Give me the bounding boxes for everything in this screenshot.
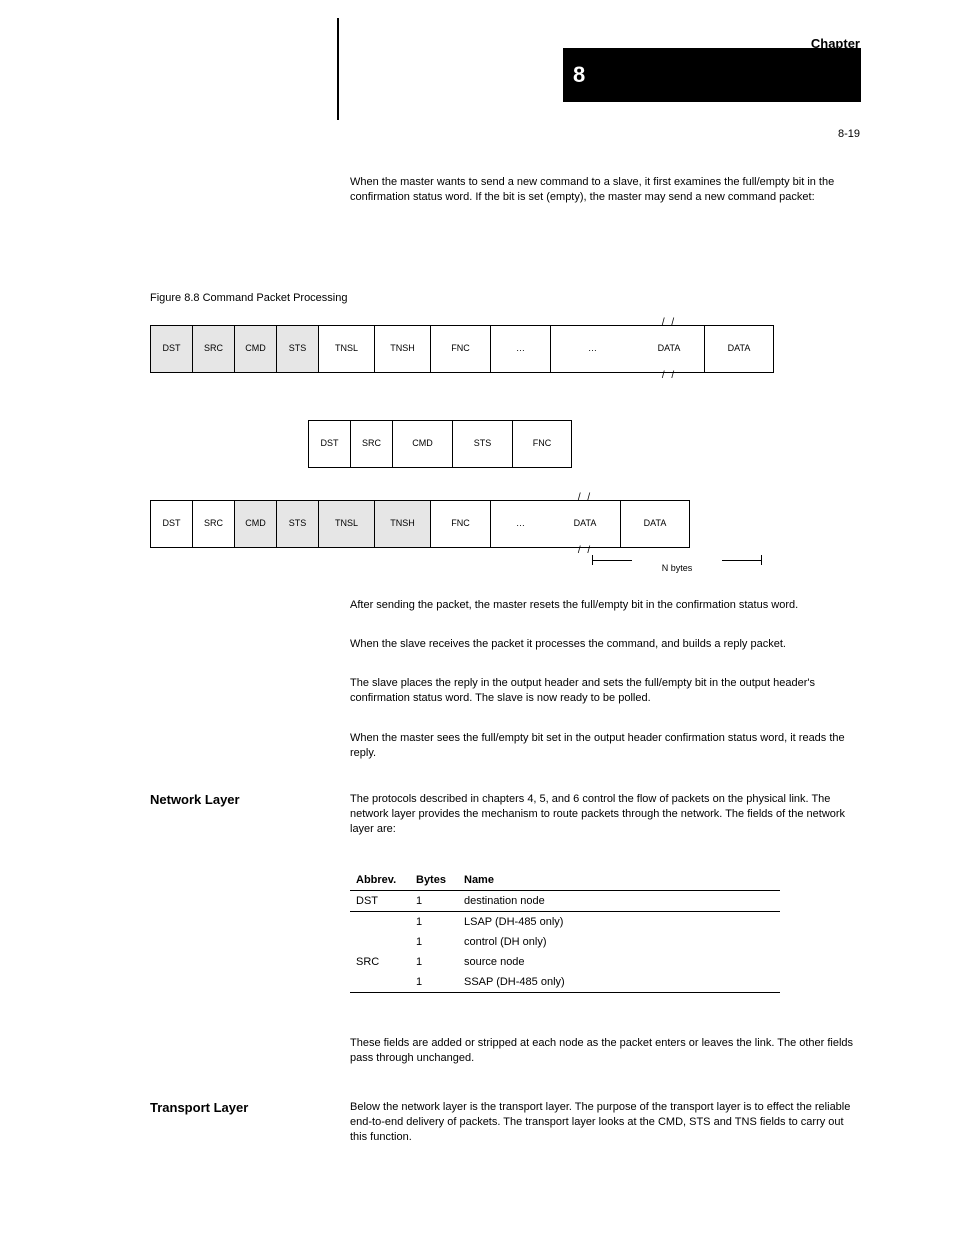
packet-cell: TNSH [374, 325, 430, 373]
packet-cell: SRC [192, 500, 234, 548]
table-row: DST1destination node [350, 891, 780, 912]
figure-label: Figure 8.8 Command Packet Processing [150, 292, 347, 304]
data-brace: N bytes [592, 555, 762, 577]
packet-cell: … [490, 500, 550, 548]
body-p5: The protocols described in chapters 4, 5… [350, 792, 860, 837]
col-bytes: Bytes [410, 870, 458, 891]
heading-transport-layer: Transport Layer [150, 1100, 330, 1116]
chapter-number-box: 8 [563, 48, 861, 102]
packet-cell: DST [308, 420, 350, 468]
packet-cell: STS [276, 325, 318, 373]
packet-cell: CMD [234, 325, 276, 373]
packet-cell: FNC [512, 420, 572, 468]
packet-cell: … [550, 325, 634, 373]
intro-paragraph: When the master wants to send a new comm… [350, 175, 860, 205]
packet-cell: TNSH [374, 500, 430, 548]
col-abbrev: Abbrev. [350, 870, 410, 891]
packet-cell: STS [452, 420, 512, 468]
packet-cell: DST [150, 325, 192, 373]
table-row: 1LSAP (DH-485 only) [350, 912, 780, 933]
body-p4: When the master sees the full/empty bit … [350, 731, 860, 761]
packet-cell: FNC [430, 325, 490, 373]
page-number: 8-19 [838, 128, 860, 140]
packet-row-1: DSTSRCCMDSTSTNSLTNSHFNC……DATA/ // /DATA [150, 325, 774, 373]
packet-cell: DATA/ // / [634, 325, 704, 373]
body-p1: After sending the packet, the master res… [350, 598, 860, 613]
packet-cell: TNSL [318, 325, 374, 373]
col-name: Name [458, 870, 780, 891]
heading-network-layer: Network Layer [150, 792, 330, 808]
packet-row-2: DSTSRCCMDSTSFNC [308, 420, 572, 468]
packet-cell: TNSL [318, 500, 374, 548]
packet-cell: STS [276, 500, 318, 548]
packet-cell: CMD [234, 500, 276, 548]
body-p6: These fields are added or stripped at ea… [350, 1036, 860, 1066]
packet-cell: FNC [430, 500, 490, 548]
packet-cell: SRC [192, 325, 234, 373]
packet-cell: DATA [620, 500, 690, 548]
table-row: 1SSAP (DH-485 only) [350, 972, 780, 993]
packet-row-3: DSTSRCCMDSTSTNSLTNSHFNC…DATA/ // /DATA [150, 500, 690, 548]
packet-cell: DATA/ // / [550, 500, 620, 548]
body-p7: Below the network layer is the transport… [350, 1100, 860, 1145]
packet-cell: DATA [704, 325, 774, 373]
packet-cell: CMD [392, 420, 452, 468]
packet-cell: … [490, 325, 550, 373]
packet-cell: SRC [350, 420, 392, 468]
field-table: Abbrev. Bytes Name DST1destination node1… [350, 870, 780, 993]
table-row: SRC1source node [350, 952, 780, 972]
packet-cell: DST [150, 500, 192, 548]
body-p3: The slave places the reply in the output… [350, 676, 860, 706]
table-row: 1control (DH only) [350, 932, 780, 952]
body-p2: When the slave receives the packet it pr… [350, 637, 860, 652]
header-rule [337, 18, 339, 120]
